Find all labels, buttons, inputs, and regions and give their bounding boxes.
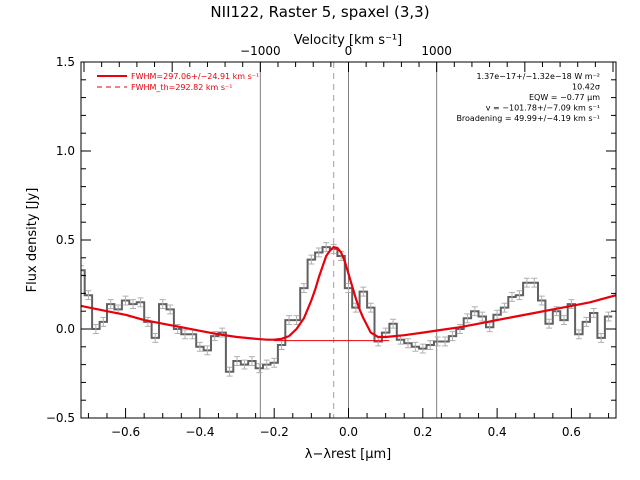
legend-label-fwhm-th: FWHM_th=292.82 km s⁻¹ [131, 83, 232, 92]
spectrum-errorbar [531, 277, 538, 288]
spectrum-errorbar [479, 311, 486, 322]
spectrum-errorbar [330, 243, 337, 254]
spectrum-errorbar [360, 286, 367, 297]
spectrum-errorbar [546, 318, 553, 329]
spectrum-errorbar [538, 295, 545, 306]
fit-annotation: 1.37e−17+/−1.32e−18 W m⁻² [476, 72, 600, 81]
fit-annotation: EQW = −0.77 μm [529, 93, 600, 102]
top-axis-label: Velocity [km s⁻¹] [294, 33, 402, 48]
x-tick-label: 0.0 [339, 425, 358, 439]
legend-label-fwhm: FWHM=297.06+/−24.91 km s⁻¹ [131, 72, 259, 81]
spectrum-errorbar [263, 359, 270, 370]
x-tick-label: 0.4 [488, 425, 507, 439]
fit-annotation: Broadening = 49.99+/−4.19 km s⁻¹ [456, 114, 600, 123]
spectrum-errorbar [130, 299, 137, 310]
spectrum-errorbar [367, 302, 374, 313]
spectrum-errorbar [234, 356, 241, 366]
spectrum-errorbar [286, 315, 293, 326]
spectrum-errorbar [315, 247, 322, 258]
x-axis-label: λ−λrest [μm] [305, 447, 391, 462]
spectrum-errorbar [590, 308, 597, 318]
spectrum-errorbar [241, 359, 248, 370]
spectrum-errorbar [456, 324, 463, 334]
top-tick-label: 0 [345, 44, 353, 58]
spectrum-errorbar [226, 366, 233, 377]
spectrum-errorbar [598, 332, 605, 343]
spectrum-errorbar [167, 304, 174, 315]
spectrum-errorbar [196, 341, 203, 352]
y-axis-label: Flux density [Jy] [25, 188, 40, 293]
spectrum-errorbar [256, 363, 263, 374]
y-tick-label: 0.0 [56, 322, 75, 336]
spectrum-errorbar [100, 316, 107, 327]
spectrum-errorbar [427, 340, 434, 350]
spectrum-errorbar [560, 315, 567, 326]
spectrum-errorbar [419, 343, 426, 354]
spectrum-errorbar [182, 329, 189, 340]
chart-title: NII122, Raster 5, spaxel (3,3) [210, 3, 429, 21]
spectrum-errorbar [575, 329, 582, 340]
spectrum-errorbar [449, 331, 456, 342]
spectrum-errorbar [159, 299, 166, 310]
y-tick-label: 1.0 [56, 144, 75, 158]
spectrum-group [81, 242, 616, 377]
spectrum-errorbar [516, 290, 523, 301]
spectrum-errorbar [390, 318, 397, 329]
fit-curve [81, 246, 616, 341]
spectrum-histogram [81, 246, 613, 373]
spectrum-errorbar [412, 341, 419, 352]
spectrum-errorbar [434, 336, 441, 347]
x-tick-label: 0.6 [562, 425, 581, 439]
spectrum-errorbar [605, 311, 612, 322]
spectrum-errorbar [122, 295, 129, 306]
spectrum-errorbar [568, 299, 575, 310]
spectrum-errorbar [583, 316, 590, 327]
spectrum-errorbar [501, 302, 508, 313]
top-tick-label: 1000 [421, 44, 452, 58]
spectrum-errorbar [471, 306, 478, 317]
spectrum-errorbar [107, 299, 114, 310]
spectrum-errorbar [152, 332, 159, 343]
spectrum-errorbar [442, 336, 449, 347]
y-tick-label: −0.5 [46, 411, 75, 425]
spectrum-errorbar [464, 313, 471, 324]
spectrum-errorbar [81, 265, 84, 276]
spectrum-errorbar [248, 356, 255, 366]
spectrum-errorbar [300, 283, 307, 294]
top-tick-label: −1000 [240, 44, 281, 58]
spectrum-errorbar [404, 338, 411, 349]
fit-annotation: 10.42σ [572, 83, 600, 92]
x-tick-label: 0.2 [413, 425, 432, 439]
spectrum-errorbar [271, 357, 278, 368]
spectrum-errorbar [137, 297, 144, 308]
spectrum-errorbar [508, 292, 515, 302]
x-tick-label: −0.4 [185, 425, 214, 439]
fit-annotation: v = −101.78+/−7.09 km s⁻¹ [486, 104, 600, 113]
y-tick-label: 1.5 [56, 55, 75, 69]
spectrum-errorbar [523, 277, 530, 288]
spectrum-errorbar [85, 290, 92, 301]
spectrum-errorbar [92, 324, 99, 334]
spectrum-errorbar [308, 254, 315, 265]
y-tick-label: 0.5 [56, 233, 75, 247]
x-tick-label: −0.6 [111, 425, 140, 439]
spectrum-errorbar [204, 345, 211, 356]
x-tick-label: −0.2 [260, 425, 289, 439]
